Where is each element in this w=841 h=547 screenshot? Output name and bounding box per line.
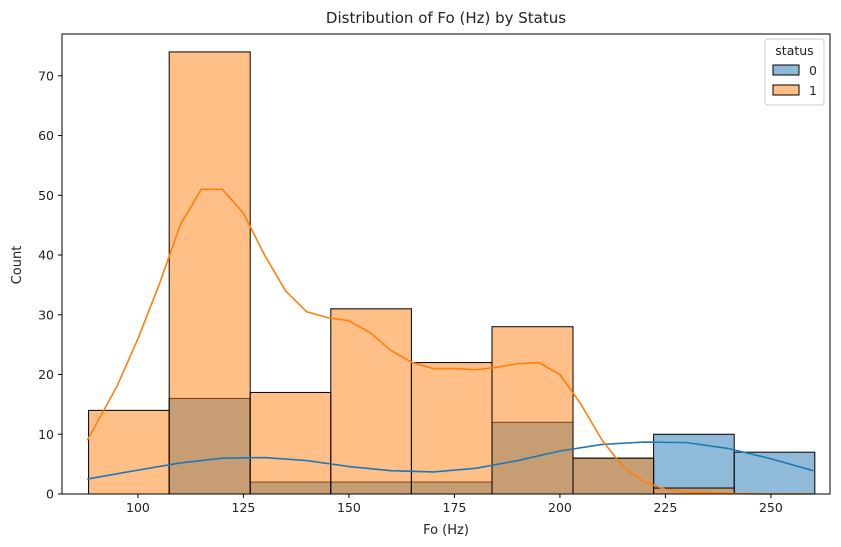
legend-swatch-status-0 bbox=[772, 64, 800, 76]
x-tick-label: 225 bbox=[653, 500, 677, 515]
kde-line-status-1 bbox=[86, 188, 814, 495]
legend: status 0 1 bbox=[764, 38, 825, 106]
y-tick-label: 10 bbox=[38, 427, 54, 442]
legend-label-status-1: 1 bbox=[809, 83, 817, 98]
bars-layer bbox=[88, 51, 816, 495]
bar-status-1-bin-4 bbox=[410, 362, 493, 495]
bar-status-1-bin-2 bbox=[249, 391, 332, 495]
legend-swatch-status-1 bbox=[772, 84, 800, 96]
bar-status-1-bin-1 bbox=[168, 51, 251, 495]
bar-status-1-bin-3 bbox=[330, 308, 412, 495]
kde-line-status-0 bbox=[87, 441, 814, 480]
bar-status-1-bin-6 bbox=[572, 457, 655, 495]
y-tick-label: 70 bbox=[38, 68, 54, 83]
bar-status-1-bin-5 bbox=[491, 326, 574, 495]
x-tick-label: 125 bbox=[232, 500, 256, 515]
y-tick-label: 0 bbox=[46, 487, 54, 502]
chart-title: Distribution of Fo (Hz) by Status bbox=[326, 9, 566, 27]
x-tick-label: 150 bbox=[337, 500, 361, 515]
bar-status-1-bin-0 bbox=[88, 409, 170, 495]
x-tick-label: 100 bbox=[126, 500, 150, 515]
y-tick-label: 20 bbox=[38, 367, 54, 382]
y-tick-label: 50 bbox=[38, 188, 54, 203]
legend-label-status-0: 0 bbox=[809, 63, 817, 78]
plot-frame bbox=[61, 33, 831, 495]
x-axis-label: Fo (Hz) bbox=[423, 523, 469, 538]
legend-title: status bbox=[775, 43, 813, 58]
x-tick-label: 175 bbox=[443, 500, 467, 515]
x-tick-label: 200 bbox=[548, 500, 572, 515]
y-tick-label: 60 bbox=[38, 128, 54, 143]
y-tick-label: 40 bbox=[38, 248, 54, 263]
bar-status-0-bin-8 bbox=[733, 451, 816, 495]
x-tick-label: 250 bbox=[759, 500, 783, 515]
y-tick-label: 30 bbox=[38, 307, 54, 322]
y-axis-label: Count bbox=[10, 246, 25, 285]
kde-layer bbox=[86, 188, 814, 495]
